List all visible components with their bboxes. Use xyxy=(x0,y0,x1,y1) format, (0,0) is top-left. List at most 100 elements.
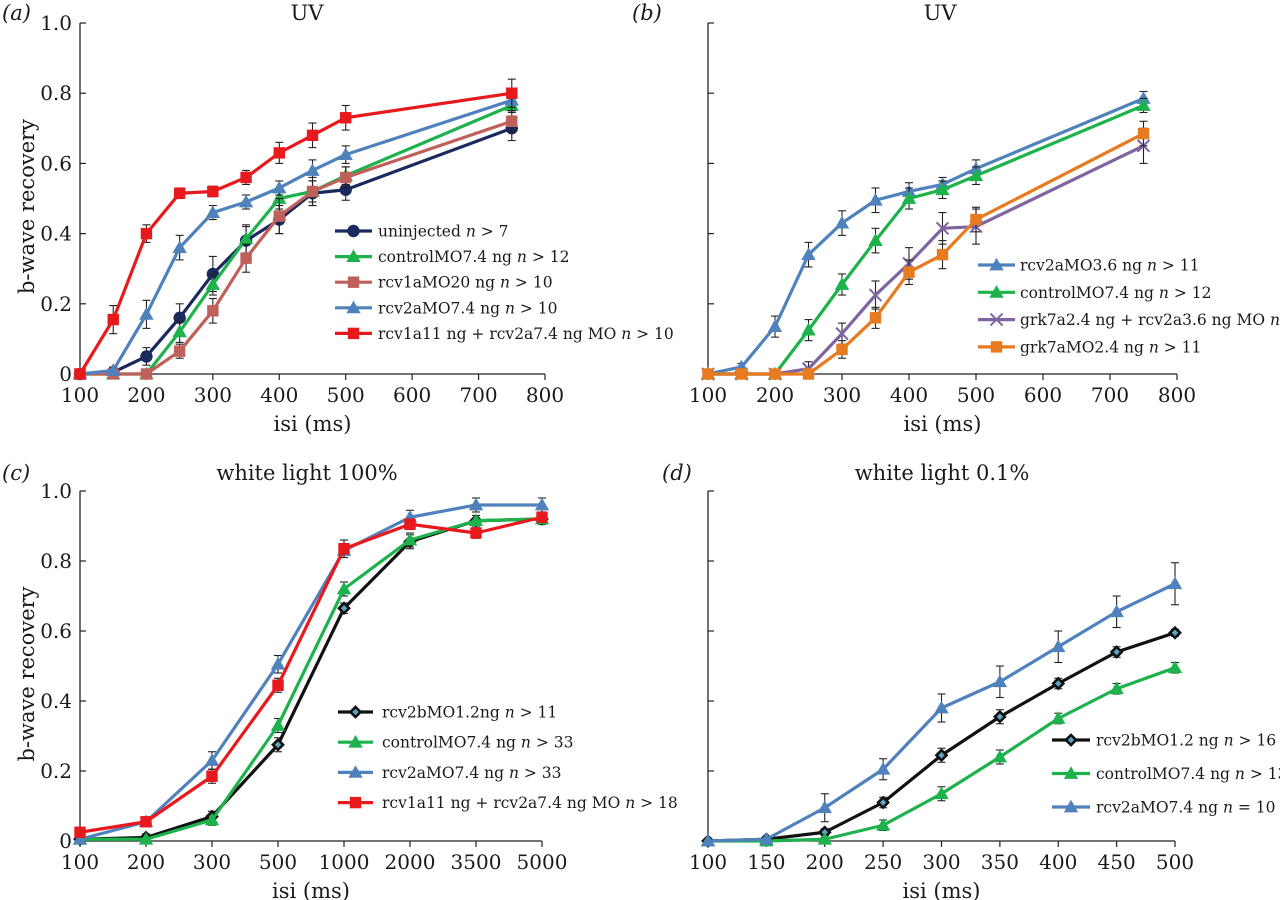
y-tick-label: 1.0 xyxy=(40,479,72,503)
series-line xyxy=(78,91,513,375)
data-point xyxy=(1137,127,1150,140)
x-tick-label: 150 xyxy=(747,850,785,874)
legend-label-part: rcv1a11 ng + rcv2a7.4 ng MO xyxy=(378,325,621,343)
data-point xyxy=(835,326,849,341)
x-tick-label: 1000 xyxy=(319,850,370,874)
series-line xyxy=(79,515,543,834)
legend-label: rcv1aMO20 ng n > 10 xyxy=(378,274,553,292)
x-tick-label: 100 xyxy=(61,383,99,407)
data-point xyxy=(735,368,748,380)
legend-entry: controlMO7.4 ng n > 13 xyxy=(1052,765,1280,783)
legend-label-part: > 11 xyxy=(1157,257,1200,275)
legend-swatch-marker xyxy=(347,327,360,340)
x-tick-label: 500 xyxy=(957,383,995,407)
x-tick-label: 350 xyxy=(981,850,1019,874)
legend-label-part: controlMO7.4 ng xyxy=(1020,284,1159,302)
legend-entry: rcv1a11 ng + rcv2a7.4 ng MO n > 10 xyxy=(335,325,674,343)
data-point xyxy=(402,532,418,546)
data-point xyxy=(901,191,917,204)
legend-swatch-marker xyxy=(989,285,1004,298)
legend-label-part: rcv1a11 ng + rcv2a7.4 ng MO xyxy=(382,794,625,812)
data-point xyxy=(1167,660,1183,674)
data-point xyxy=(238,194,254,208)
legend-label-part: > 12 xyxy=(527,248,570,266)
legend-label-part: n xyxy=(517,248,527,266)
data-point xyxy=(205,277,221,290)
legend-label-part: rcv2aMO7.4 ng xyxy=(378,299,505,317)
panel-label: (a) xyxy=(2,1,31,25)
data-point xyxy=(769,368,781,380)
legend-label-part: rcv1aMO20 ng xyxy=(378,274,500,292)
series-3 xyxy=(702,120,1150,380)
y-axis-label: b-wave recovery xyxy=(15,119,39,294)
x-axis-label: isi (ms) xyxy=(272,879,350,900)
legend-label: rcv1a11 ng + rcv2a7.4 ng MO n > 10 xyxy=(378,325,674,343)
legend-label: uninjected n > 7 xyxy=(378,223,509,241)
x-tick-label: 300 xyxy=(193,850,231,874)
data-point xyxy=(139,307,154,320)
data-point-center xyxy=(340,605,348,612)
series-line xyxy=(708,104,1145,376)
series-1 xyxy=(700,97,1151,380)
legend-label-part: rcv2aMO3.6 ng xyxy=(1020,257,1147,275)
panel-title: UV xyxy=(291,1,325,25)
x-tick-label: 3500 xyxy=(451,850,502,874)
legend-label-part: > 10 xyxy=(510,274,553,292)
data-point xyxy=(1109,604,1124,618)
x-tick-label: 600 xyxy=(393,383,431,407)
legend-label-part: > 18 xyxy=(635,794,678,812)
data-point xyxy=(1109,681,1124,695)
x-tick-label: 300 xyxy=(823,383,861,407)
data-point xyxy=(273,147,285,159)
legend-label-part: n xyxy=(1223,799,1233,817)
legend-label-part: rcv2bMO1.2ng xyxy=(382,704,505,722)
legend-label-part: rcv2bMO1.2 ng xyxy=(1096,732,1224,750)
data-point xyxy=(992,749,1008,763)
data-point xyxy=(305,163,320,176)
legend-swatch-marker xyxy=(990,341,1003,353)
y-tick-label: 0.2 xyxy=(40,292,72,316)
data-point xyxy=(74,826,86,838)
y-tick-label: 0.6 xyxy=(40,619,72,643)
legend-label-part: n xyxy=(621,325,631,343)
legend-entry: rcv2aMO3.6 ng n > 11 xyxy=(978,257,1200,275)
x-tick-label: 100 xyxy=(689,850,727,874)
data-point xyxy=(338,147,353,161)
panel-title: white light 100% xyxy=(216,461,397,485)
series-2 xyxy=(700,562,1183,847)
legend-label: rcv1a11 ng + rcv2a7.4 ng MO n > 18 xyxy=(382,794,678,812)
legend-label: rcv2aMO7.4 ng n > 10 xyxy=(378,299,558,317)
x-tick-label: 500 xyxy=(1156,850,1194,874)
x-tick-label: 2000 xyxy=(385,850,436,874)
x-tick-label: 300 xyxy=(194,383,232,407)
legend-entry: rcv2aMO7.4 ng n > 10 xyxy=(335,299,558,317)
data-point xyxy=(506,115,518,127)
legend-label-part: > 13 xyxy=(1245,765,1280,783)
data-point xyxy=(700,833,716,847)
legend-entry: rcv1aMO20 ng n > 10 xyxy=(335,274,553,292)
legend-swatch-marker-center xyxy=(1067,736,1075,744)
x-tick-label: 250 xyxy=(864,850,902,874)
series-4 xyxy=(74,78,518,380)
data-point xyxy=(207,185,219,198)
data-point xyxy=(968,168,984,182)
data-point xyxy=(468,497,484,511)
legend-swatch-marker xyxy=(347,224,360,238)
data-point-center xyxy=(996,713,1004,720)
legend-label-part: > 10 xyxy=(515,299,558,317)
x-tick-label: 500 xyxy=(327,383,365,407)
series-3 xyxy=(74,511,548,838)
data-point xyxy=(817,800,832,814)
x-tick-label: 600 xyxy=(1024,383,1062,407)
legend-label-part: n xyxy=(505,704,515,722)
legend-label-part: n xyxy=(1235,765,1245,783)
data-point xyxy=(834,215,850,229)
legend-label-part: > 33 xyxy=(531,734,574,752)
data-point xyxy=(270,657,286,670)
x-tick-label: 300 xyxy=(922,850,960,874)
legend-swatch-marker xyxy=(989,257,1004,271)
data-point xyxy=(273,210,285,222)
data-point-center xyxy=(1113,648,1120,656)
data-point xyxy=(206,770,218,782)
